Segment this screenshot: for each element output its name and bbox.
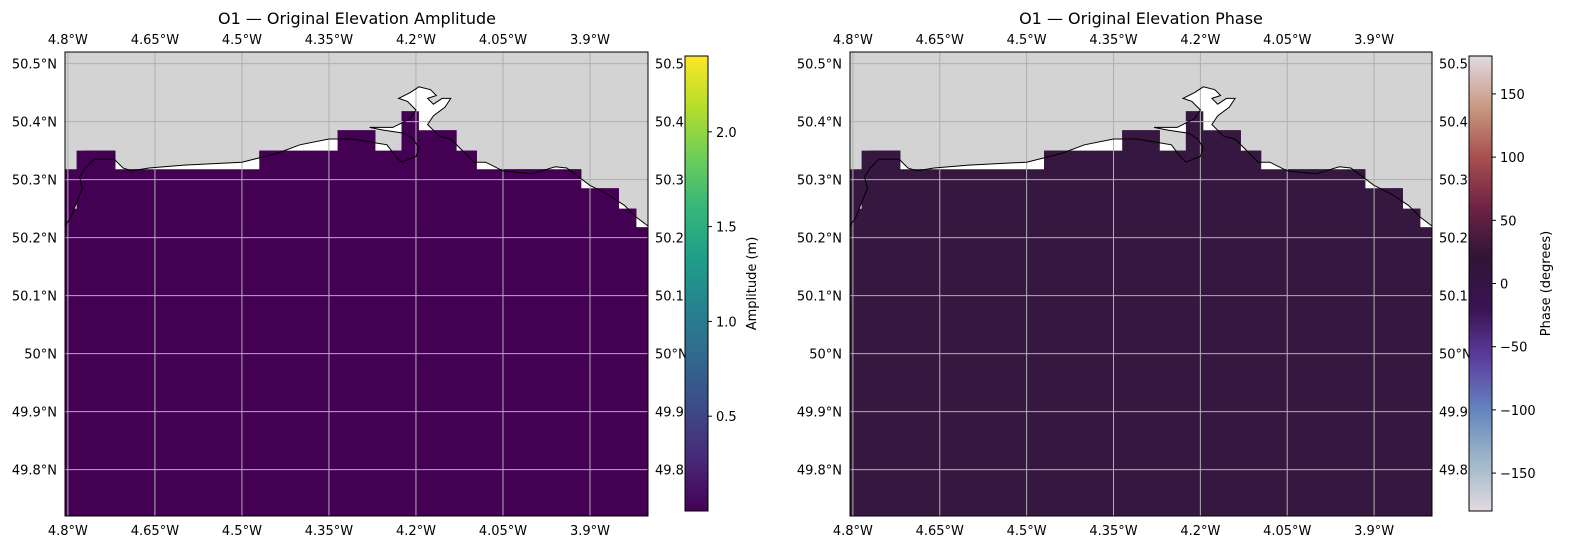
y-tick-label-left: 50.5°N: [12, 58, 57, 73]
x-tick-label-top: 4.35°W: [305, 33, 353, 48]
y-tick-label-left: 50.2°N: [797, 232, 842, 247]
y-tick-label-left: 50.3°N: [12, 174, 57, 189]
y-tick-label-right: 50.4: [655, 116, 684, 131]
x-tick-label-bottom: 4.65°W: [131, 524, 179, 539]
x-tick-label-top: 4.8°W: [48, 33, 88, 48]
y-tick-label-right: 50.2: [1439, 232, 1468, 247]
x-tick-label-bottom: 4.05°W: [1263, 524, 1311, 539]
y-tick-label-right: 50°N: [655, 348, 688, 363]
x-tick-label-bottom: 4.8°W: [48, 524, 88, 539]
colorbar-tick-label: −150: [1500, 467, 1536, 482]
map-panel-1: O1 — Original Elevation Amplitude 4.8°W 4.…: [12, 9, 760, 539]
plot-frame: [849, 51, 1433, 517]
y-tick-label-left: 50.3°N: [797, 174, 842, 189]
chart-title: O1 — Original Elevation Amplitude: [218, 9, 496, 28]
colorbar-label: Phase (degrees): [1539, 231, 1554, 336]
colorbar-label: Amplitude (m): [745, 237, 760, 331]
y-tick-label-right: 50.5: [655, 58, 684, 73]
y-tick-label-left: 49.8°N: [12, 464, 57, 479]
y-tick-label-right: 50.5: [1439, 58, 1468, 73]
x-tick-label-top: 4.2°W: [1180, 33, 1220, 48]
x-tick-label-top: 4.35°W: [1089, 33, 1137, 48]
y-tick-label-left: 50.4°N: [797, 116, 842, 131]
colorbar-tick-label: 100: [1500, 151, 1525, 166]
x-tick-label-bottom: 4.35°W: [305, 524, 353, 539]
x-tick-label-top: 3.9°W: [1354, 33, 1394, 48]
x-tick-label-top: 4.05°W: [1263, 33, 1311, 48]
y-tick-label-right: 50.1: [1439, 290, 1468, 305]
colorbar-tick-label: 1.5: [716, 221, 737, 236]
x-tick-label-bottom: 4.8°W: [833, 524, 873, 539]
x-tick-label-bottom: 4.65°W: [916, 524, 964, 539]
y-tick-label-left: 50.2°N: [12, 232, 57, 247]
x-tick-label-bottom: 4.5°W: [222, 524, 262, 539]
colorbar: 0.5 1.0 1.5 2.0 Amplitude (m): [684, 55, 760, 512]
gridlines: [850, 52, 1432, 516]
y-tick-label-left: 50.4°N: [12, 116, 57, 131]
colorbar-tick-label: 50: [1500, 214, 1517, 229]
y-tick-label-right: 50°N: [1439, 348, 1472, 363]
x-tick-label-bottom: 4.2°W: [396, 524, 436, 539]
x-tick-label-bottom: 3.9°W: [1354, 524, 1394, 539]
y-tick-label-left: 49.9°N: [12, 406, 57, 421]
y-tick-label-left: 50.1°N: [12, 290, 57, 305]
plot-frame: [64, 51, 649, 517]
x-tick-label-top: 4.65°W: [916, 33, 964, 48]
colorbar-tick-label: −50: [1500, 341, 1527, 356]
x-tick-label-top: 3.9°W: [570, 33, 610, 48]
ocean-grid-cells: [65, 111, 648, 516]
y-tick-label-right: 49.8: [655, 464, 684, 479]
y-tick-label-right: 50.4: [1439, 116, 1468, 131]
x-tick-label-bottom: 4.5°W: [1007, 524, 1047, 539]
chart-title: O1 — Original Elevation Phase: [1019, 9, 1263, 28]
y-tick-label-right: 50.2: [655, 232, 684, 247]
y-tick-label-right: 49.9: [655, 406, 684, 421]
x-tick-label-bottom: 4.05°W: [479, 524, 527, 539]
x-tick-label-top: 4.65°W: [131, 33, 179, 48]
x-tick-label-bottom: 4.35°W: [1089, 524, 1137, 539]
colorbar-tick-label: 1.0: [716, 315, 737, 330]
colorbar-tick-label: 0: [1500, 278, 1508, 293]
x-tick-label-bottom: 3.9°W: [570, 524, 610, 539]
x-tick-label-top: 4.5°W: [222, 33, 262, 48]
land-area: [65, 52, 648, 228]
x-tick-label-top: 4.05°W: [479, 33, 527, 48]
colorbar-tick-label: 2.0: [716, 126, 737, 141]
colorbar-bar: [1468, 55, 1493, 512]
y-tick-label-right: 49.9: [1439, 406, 1468, 421]
y-tick-label-right: 50.1: [655, 290, 684, 305]
y-tick-label-left: 50°N: [809, 348, 842, 363]
right-tick-labels: 50.5 50.4 50.3 50.2 50.1 50°N 49.9 49.8: [655, 58, 688, 479]
ocean-grid-cells: [850, 111, 1432, 516]
map-panel-2: O1 — Original Elevation Phase 4.8°W 4.8°W 4…: [797, 9, 1554, 539]
colorbar-tick-label: −100: [1500, 404, 1536, 419]
land-area: [850, 52, 1432, 228]
gridlines: [65, 52, 648, 516]
y-tick-label-left: 50.1°N: [797, 290, 842, 305]
coastline: [64, 86, 649, 227]
colorbar-bar: [684, 55, 709, 512]
y-tick-label-left: 50°N: [24, 348, 57, 363]
y-tick-label-right: 49.8: [1439, 464, 1468, 479]
x-tick-label-top: 4.2°W: [396, 33, 436, 48]
coastline: [849, 86, 1433, 227]
right-tick-labels: 50.5 50.4 50.3 50.2 50.1 50°N 49.9 49.8: [1439, 58, 1472, 479]
x-tick-label-top: 4.5°W: [1007, 33, 1047, 48]
x-tick-label-top: 4.8°W: [833, 33, 873, 48]
y-tick-label-left: 49.8°N: [797, 464, 842, 479]
colorbar-tick-label: 0.5: [716, 410, 737, 425]
y-tick-label-right: 50.3: [1439, 174, 1468, 189]
colorbar: −150 −100 −50 0 50 100 150 Phase (degrees): [1468, 55, 1554, 512]
y-tick-label-right: 50.3: [655, 174, 684, 189]
y-tick-label-left: 49.9°N: [797, 406, 842, 421]
y-tick-label-left: 50.5°N: [797, 58, 842, 73]
x-tick-label-bottom: 4.2°W: [1180, 524, 1220, 539]
colorbar-tick-label: 150: [1500, 88, 1525, 103]
